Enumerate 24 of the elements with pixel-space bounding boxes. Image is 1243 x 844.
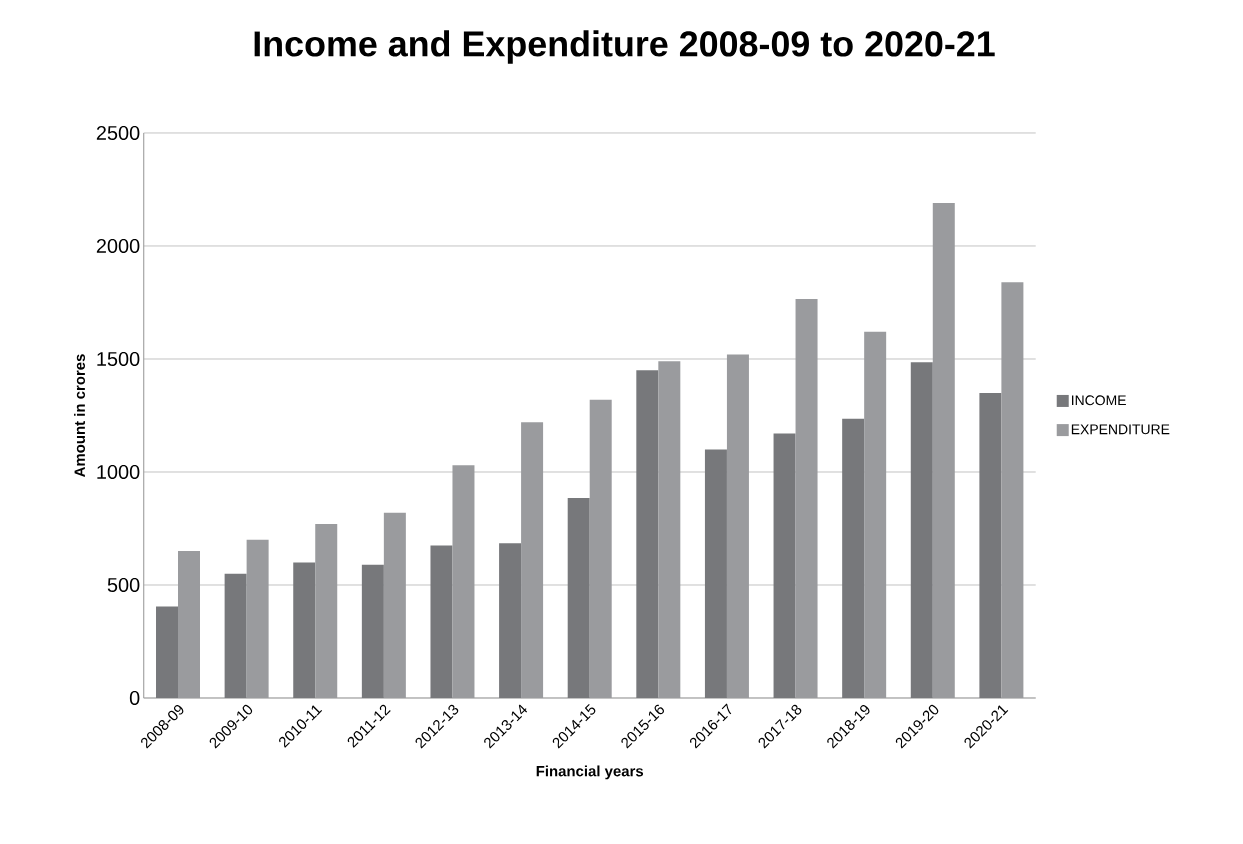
y-axis-title: Amount in crores [74,354,86,477]
bar [430,545,453,698]
bar [979,392,1002,698]
bar [636,370,659,698]
bar [293,562,316,698]
bar [842,418,865,698]
bar [156,606,179,698]
legend-label: EXPENDITURE [1071,424,1170,435]
bar [910,362,933,698]
bar [499,543,522,698]
bar [567,497,590,698]
legend-label: INCOME [1072,395,1126,406]
y-tick-label: 1500 [97,351,140,367]
bar [224,573,247,698]
y-tick-label: 2500 [96,125,140,141]
y-tick-label: 500 [107,577,140,593]
y-tick-label: 1000 [97,464,140,480]
y-tick-label: 0 [129,690,140,706]
chart-title: Income and Expenditure 2008-09 to 2020-21 [254,30,995,64]
y-tick-label: 2000 [96,238,140,254]
x-axis-title: Financial years [536,765,644,780]
bar [361,564,384,698]
bar [773,433,796,698]
bar [704,449,727,698]
